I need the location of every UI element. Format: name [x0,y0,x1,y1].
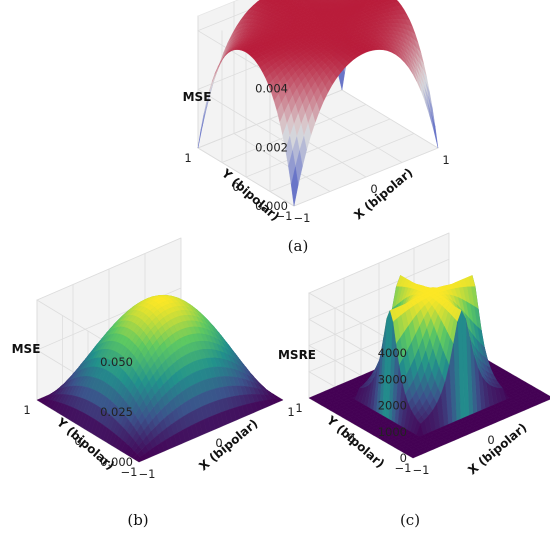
y-tick-label: 0 [232,180,239,194]
x-tick-label: 0 [487,433,494,447]
panel-b-z-axis-label: MSE [12,342,41,356]
y-tick-label: 1 [23,403,30,417]
z-tick-label: 0.004 [255,82,288,96]
x-tick-label: 1 [442,153,449,167]
x-tick-label: −1 [139,467,156,481]
panel-c-z-axis-label: MSRE [278,348,316,362]
y-tick-label: −1 [121,465,138,479]
panel-b-surface [36,294,284,463]
x-tick-label: −1 [413,463,430,477]
grid-line [245,118,391,178]
surface-patch [135,456,144,463]
z-tick-label: 0.002 [255,140,288,154]
panel-a-z-axis-label: MSE [183,90,212,104]
z-tick-label: 0.000 [100,455,133,469]
panel-a-ticks: 0.000 0.002 0.004 1 0 −1 −1 0 1 [184,82,449,225]
x-tick-label: 0 [215,436,222,450]
y-tick-label: −1 [276,209,293,223]
grid-line [305,104,403,163]
x-tick-label: −1 [294,211,311,225]
x-tick-label: 0 [370,182,377,196]
y-tick-label: −1 [395,461,412,475]
x-tick-label: 1 [287,405,294,419]
y-tick-label: 0 [347,431,354,445]
y-tick-label: 1 [295,401,302,415]
panel-c-surface [308,274,550,459]
surface-patch [290,166,299,207]
panel-c-caption: (c) [400,511,420,529]
z-tick-label: 0 [400,451,407,465]
z-tick-label: 0.050 [100,355,133,369]
z-tick-label: 1000 [378,425,407,439]
z-tick-label: 4000 [378,346,407,360]
panel-b-caption: (b) [127,511,148,529]
y-tick-label: 1 [184,151,191,165]
surface-patch [409,454,418,459]
y-tick-label: 0 [74,434,81,448]
grid-line [308,232,450,354]
surface-patch [430,112,439,149]
z-tick-label: 0.000 [255,199,288,213]
panel-a-caption: (a) [288,237,309,255]
z-tick-label: 0.025 [100,405,133,419]
panel-b-ticks: 0.000 0.025 0.050 1 0 −1 −1 0 1 [23,355,294,481]
z-tick-label: 2000 [378,399,407,413]
panel-a-surface [197,0,439,207]
grid-line [341,89,439,149]
z-tick-label: 3000 [378,372,407,386]
